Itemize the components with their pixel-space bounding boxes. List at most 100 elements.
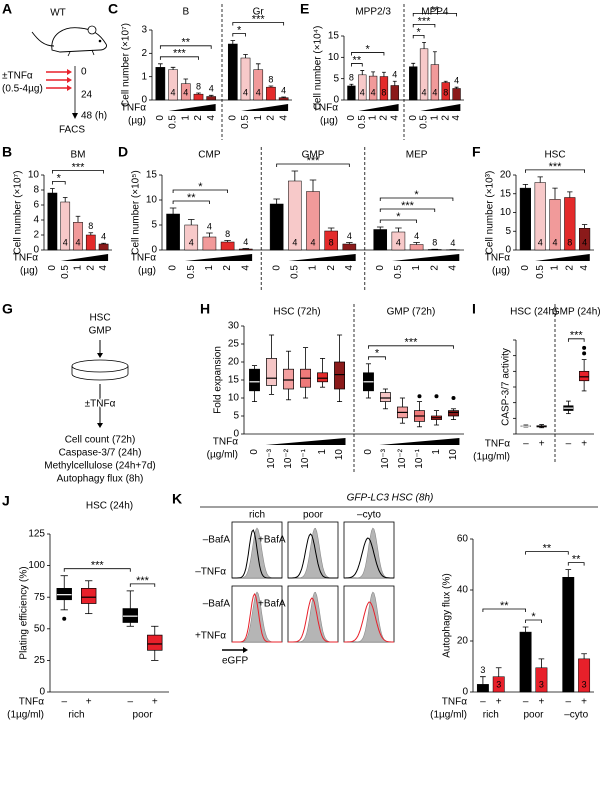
error-bar xyxy=(208,94,214,97)
histogram-bafa-minus xyxy=(344,601,394,643)
n-label: 4 xyxy=(310,237,315,247)
n-label: 8 xyxy=(88,221,93,231)
y-tick-label: 0 xyxy=(141,95,147,106)
n-label: 8 xyxy=(567,237,572,247)
bar xyxy=(238,248,253,251)
x-tick-label: 1 xyxy=(253,115,264,121)
y-tick-label: 10 xyxy=(228,393,240,404)
error-bar xyxy=(187,219,195,225)
outlier xyxy=(582,345,587,350)
readout-label: FACS xyxy=(59,125,85,136)
significance-bracket xyxy=(525,551,569,555)
n-label: 3 xyxy=(480,665,485,675)
bar xyxy=(562,577,575,693)
x-tick-label: 0.5 xyxy=(393,265,404,279)
significance-label: ** xyxy=(181,37,190,49)
significance-bracket xyxy=(412,35,425,39)
treatment-label: ±TNFα xyxy=(85,399,116,410)
x-tick-label: 10⁻² xyxy=(283,448,294,468)
x-tick-label: 2 xyxy=(379,115,390,121)
x-axis-unit: (µg) xyxy=(138,266,156,277)
arrow-head xyxy=(97,423,103,428)
significance-label: *** xyxy=(405,337,419,349)
x-tick-label: 0.5 xyxy=(535,265,546,279)
x-tick-label: 1 xyxy=(550,265,561,271)
significance-label: * xyxy=(416,26,421,38)
n-label: 8 xyxy=(378,237,383,247)
x-axis-label: TNFα xyxy=(442,697,467,708)
group-label: GMP (72h) xyxy=(387,307,436,318)
significance-label: * xyxy=(414,189,419,201)
time-label: 0 xyxy=(81,67,87,78)
x-tick-label: 0 xyxy=(168,265,179,271)
dose-wedge xyxy=(60,254,109,261)
x-tick-label: 2 xyxy=(222,265,233,271)
x-tick-label: 10⁻³ xyxy=(380,448,391,468)
bar xyxy=(452,88,461,101)
n-label: 8 xyxy=(171,237,176,247)
error-bar xyxy=(62,197,68,202)
arrow-head xyxy=(72,113,78,119)
n-label: 3 xyxy=(539,679,544,689)
n-label: 8 xyxy=(50,237,55,247)
x-tick-label: 4 xyxy=(579,265,590,271)
x-tick-label: – xyxy=(523,439,529,450)
box xyxy=(579,370,590,382)
bar xyxy=(220,241,235,251)
dose-wedge xyxy=(535,254,590,261)
significance-bracket xyxy=(525,619,542,623)
x-tick-label: 2 xyxy=(326,265,337,271)
significance-label: *** xyxy=(173,48,187,60)
histogram-bafa-minus xyxy=(232,529,282,579)
condition-label: poor xyxy=(303,510,324,521)
significance-label: *** xyxy=(91,560,105,572)
group-label: B xyxy=(182,7,189,18)
significance-bracket xyxy=(172,189,228,193)
significance-bracket xyxy=(52,181,66,185)
x-axis-unit: (µg) xyxy=(492,266,510,277)
panel-letter: C xyxy=(108,1,118,17)
significance-bracket xyxy=(412,24,436,28)
assay-label: Methylcellulose (24h+7d) xyxy=(44,461,155,472)
x-tick-label: 1 xyxy=(430,115,441,121)
x-tick-label: 4 xyxy=(344,265,355,271)
x-tick-label: – xyxy=(566,439,572,450)
x-tick-label: 0 xyxy=(346,115,357,121)
error-bar xyxy=(88,232,94,235)
x-tick-label: 1 xyxy=(411,265,422,271)
outlier xyxy=(582,351,587,356)
error-bar xyxy=(230,40,236,44)
group-label: BM xyxy=(71,150,86,161)
y-tick-label: 2 xyxy=(141,48,147,59)
y-axis-label: Autophagy flux (%) xyxy=(442,573,453,658)
n-label: 4 xyxy=(347,231,352,241)
y-tick-label: 60 xyxy=(457,534,469,545)
significance-bracket xyxy=(159,56,199,60)
significance-bracket xyxy=(379,219,417,223)
significance-label: *** xyxy=(252,13,266,25)
panel-title: GFP-LC3 HSC (8h) xyxy=(347,493,434,504)
x-tick-label: + xyxy=(86,697,92,708)
dose-wedge xyxy=(265,438,346,445)
significance-bracket xyxy=(232,33,246,37)
significance-label: * xyxy=(366,43,371,55)
box xyxy=(56,588,72,601)
y-tick-label: 20 xyxy=(500,170,512,181)
error-bar xyxy=(376,226,384,230)
x-axis-unit: (1µg/ml) xyxy=(430,710,467,721)
x-tick-label: 10⁻³ xyxy=(266,448,277,468)
x-tick-label: – xyxy=(128,697,134,708)
n-label: 4 xyxy=(256,87,261,97)
error-bar xyxy=(443,80,448,83)
error-bar xyxy=(243,54,248,58)
x-axis-unit: (µg) xyxy=(320,116,338,127)
n-label: 4 xyxy=(243,87,248,97)
significance-label: ** xyxy=(572,554,581,566)
significance-label: *** xyxy=(72,161,86,173)
x-tick-label: 4 xyxy=(206,115,217,121)
n-label: 8 xyxy=(443,87,448,97)
significance-label: * xyxy=(57,172,62,184)
significance-bracket xyxy=(63,568,131,572)
y-tick-label: 20 xyxy=(228,357,240,368)
